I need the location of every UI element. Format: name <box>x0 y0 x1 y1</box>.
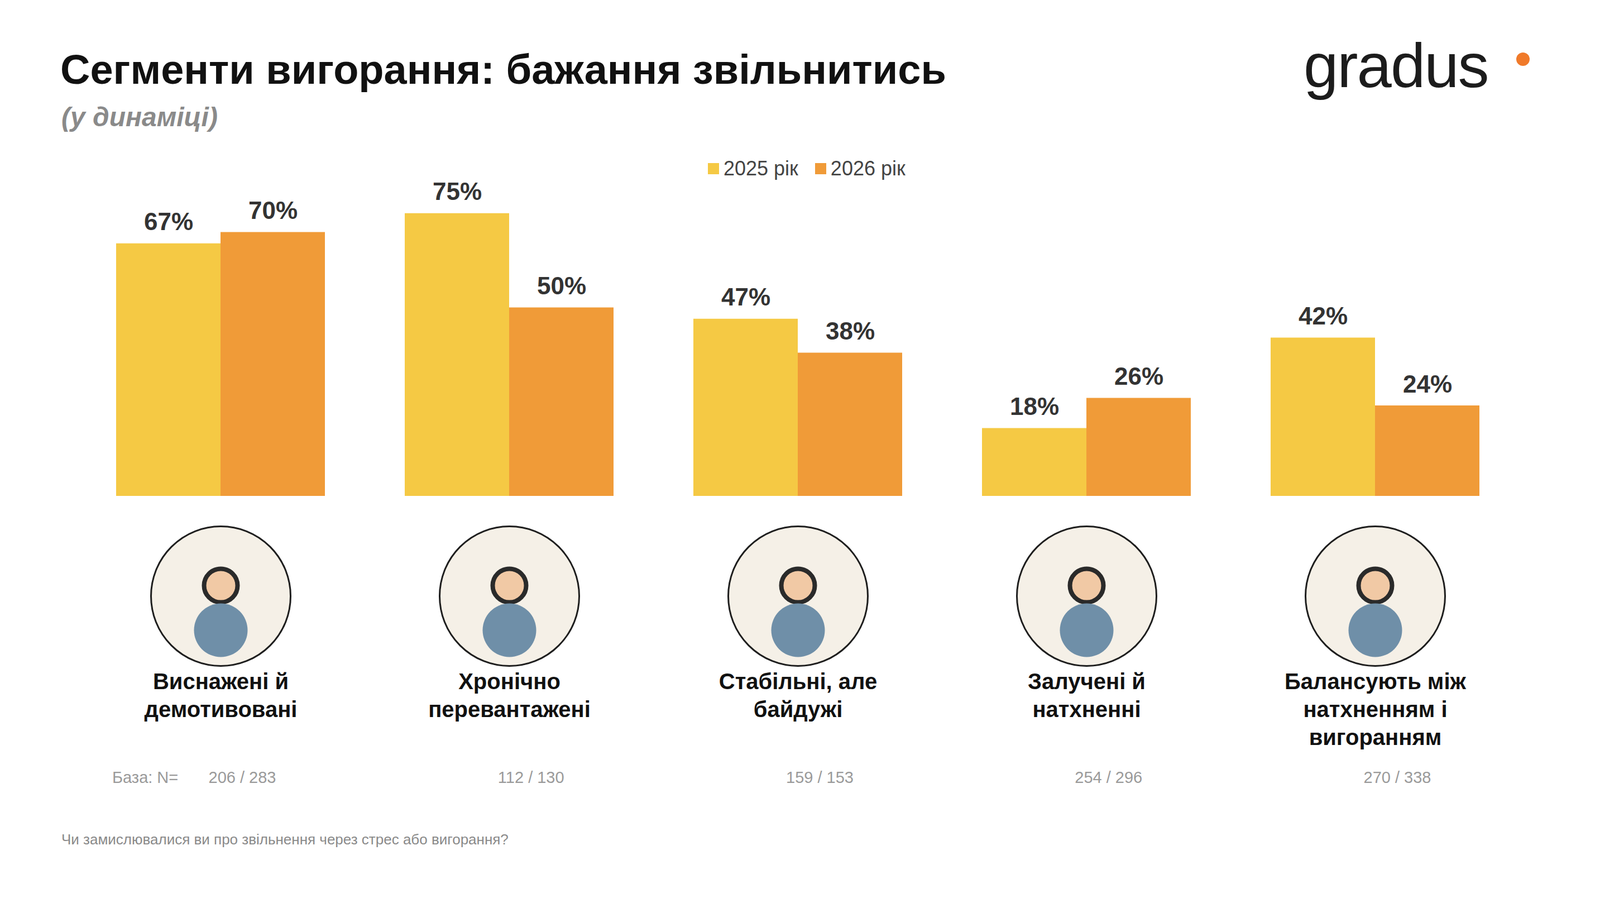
html-text:270 / 338: 270 / 338 <box>1363 768 1432 787</box>
svg-text:26%: 26% <box>1114 362 1164 390</box>
svg-text:70%: 70% <box>248 196 298 224</box>
html-text:gradus: gradus <box>1303 30 1489 101</box>
html-text:Сегменти вигорання: бажання зв: Сегменти вигорання: бажання звільнитись <box>60 46 947 93</box>
svg-text:75%: 75% <box>432 177 482 205</box>
html-text:2025 рік: 2025 рік <box>723 156 799 180</box>
svg-text:Балансують міжнатхненням івиго: Балансують міжнатхненням івигоранням <box>1284 668 1467 750</box>
svg-text:47%: 47% <box>721 283 771 311</box>
html-text:Чи замислювалися ви про звільн: Чи замислювалися ви про звільнення через… <box>61 830 509 848</box>
svg-text:50%: 50% <box>537 271 587 300</box>
html-text:2026 рік: 2026 рік <box>830 156 906 180</box>
html-text:(у динаміці): (у динаміці) <box>61 102 218 132</box>
svg-text:42%: 42% <box>1298 302 1348 330</box>
html-text:254 / 296: 254 / 296 <box>1074 768 1143 787</box>
svg-text:67%: 67% <box>144 207 194 236</box>
svg-text:Хронічноперевантажені: Хронічноперевантажені <box>428 668 591 722</box>
svg-text:24%: 24% <box>1402 370 1453 398</box>
svg-text:Виснажені йдемотивовані: Виснажені йдемотивовані <box>144 668 298 722</box>
svg-text:Залучені йнатхненні: Залучені йнатхненні <box>1027 668 1146 722</box>
svg-text:18%: 18% <box>1009 392 1060 420</box>
svg-text:38%: 38% <box>825 317 875 345</box>
svg-text:Стабільні, алебайдужі: Стабільні, алебайдужі <box>719 668 878 722</box>
html-text:159 / 153: 159 / 153 <box>786 768 854 787</box>
html-text:112 / 130: 112 / 130 <box>497 768 565 787</box>
html-text:206 / 283: 206 / 283 <box>208 768 277 787</box>
html-text:База: N=: База: N= <box>112 768 179 787</box>
